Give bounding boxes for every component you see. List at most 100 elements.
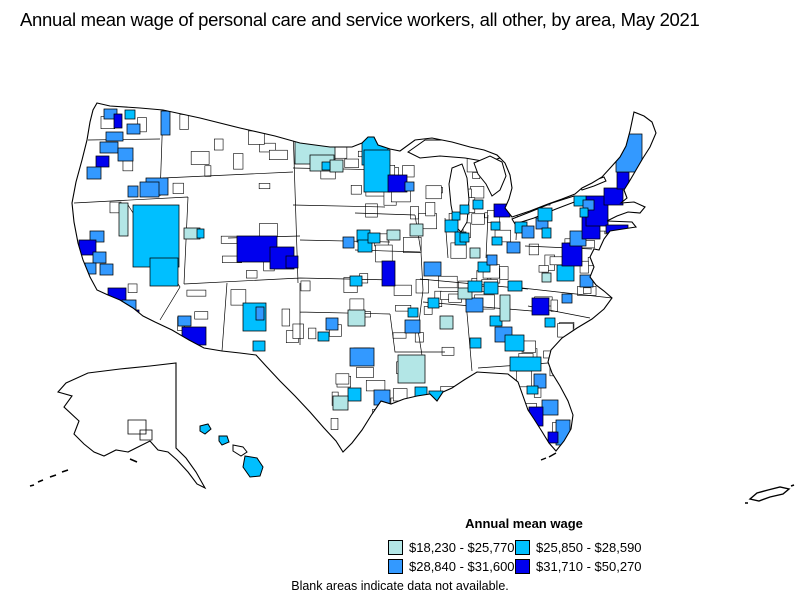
legend-swatch-3 [515, 559, 530, 574]
wage-area-patch [105, 131, 124, 142]
legend-label-1: $25,850 - $28,590 [536, 540, 642, 555]
wage-area-patch [459, 204, 470, 215]
no-data-area [535, 171, 551, 186]
no-data-area [607, 236, 619, 243]
no-data-area [356, 367, 374, 379]
map-footnote: Blank areas indicate data not available. [291, 579, 509, 593]
no-data-area [528, 243, 539, 256]
no-data-area [344, 158, 359, 168]
wage-area-patch [196, 228, 205, 239]
legend-heading: Annual mean wage [465, 516, 583, 531]
wage-area-patch [459, 232, 470, 243]
wage-area-patch [404, 319, 421, 334]
wage-area-patch [381, 260, 396, 287]
hawaii-maui [232, 444, 248, 457]
no-data-area [402, 165, 415, 178]
no-data-area [246, 270, 258, 279]
no-data-area [441, 346, 455, 356]
no-data-area [557, 323, 574, 338]
no-data-area [596, 252, 605, 259]
no-data-area [292, 323, 304, 339]
no-data-area [528, 167, 541, 184]
wage-area-patch [506, 241, 521, 254]
no-data-area [220, 235, 238, 244]
wage-area-patch [507, 280, 523, 292]
wage-area-patch [321, 161, 331, 171]
wage-area-patch [329, 159, 344, 173]
wage-area-patch [325, 317, 339, 331]
wage-area-patch [537, 207, 553, 222]
no-data-area [499, 266, 509, 280]
wage-area-patch [472, 199, 484, 210]
no-data-area [281, 308, 291, 327]
no-data-area [372, 408, 386, 426]
legend-swatch-1 [515, 540, 530, 555]
no-data-area [465, 396, 481, 403]
wage-area-patch [177, 315, 192, 327]
legend-item-1: $25,850 - $28,590 [515, 540, 642, 555]
alaska [29, 362, 207, 490]
wage-area-patch [541, 399, 559, 416]
no-data-area [455, 405, 476, 421]
no-data-area [545, 188, 563, 201]
wage-area-patch [533, 373, 547, 389]
wage-area-patch [457, 287, 473, 300]
hawaii-big-island [242, 455, 264, 478]
wage-area-patch [471, 375, 484, 386]
wage-area-patch [531, 297, 550, 316]
no-data-area [599, 268, 614, 286]
no-data-area [194, 311, 209, 320]
no-data-area [308, 327, 317, 340]
wage-area-patch [465, 297, 484, 313]
wage-area-patch [483, 281, 499, 295]
no-data-area [595, 271, 616, 281]
wage-area-patch [255, 306, 265, 321]
no-data-area [538, 265, 549, 273]
us-outline-stroke [71, 102, 657, 453]
no-data-area [532, 162, 550, 173]
wage-area-patch [386, 229, 401, 241]
legend-label-0: $18,230 - $25,770 [409, 540, 515, 555]
wage-area-patch [95, 155, 110, 168]
no-data-area [392, 332, 407, 339]
legend-swatch-2 [388, 559, 403, 574]
wage-area-patch [86, 166, 102, 180]
no-data-area [522, 200, 533, 210]
no-data-area [494, 229, 511, 243]
wage-area-patch [579, 274, 594, 288]
no-data-area [425, 202, 436, 217]
wage-area-patch [451, 211, 461, 221]
no-data-area [228, 116, 244, 123]
legend-item-3: $31,710 - $50,270 [515, 559, 642, 574]
wage-area-patch [409, 223, 424, 237]
no-data-area [268, 149, 288, 160]
wage-area-patch [541, 272, 552, 283]
no-data-area [365, 203, 378, 218]
hawaii-oahu [218, 435, 230, 446]
no-data-area [407, 422, 426, 434]
no-data-area [473, 391, 491, 401]
wage-area-patch [603, 187, 624, 206]
no-data-area [127, 283, 138, 293]
no-data-area [186, 289, 207, 297]
no-data-area [259, 142, 276, 153]
no-data-area [610, 236, 630, 247]
no-data-area [471, 213, 485, 225]
wage-area-patch [317, 331, 330, 342]
no-data-area [300, 280, 311, 292]
wage-area-patch [349, 275, 363, 287]
no-data-area [425, 185, 442, 200]
wage-area-patch [149, 257, 179, 287]
wage-area-patch [490, 221, 501, 231]
no-data-area [579, 260, 589, 274]
no-data-area [410, 206, 419, 220]
aleutian-islands [29, 458, 138, 487]
wage-area-patch [547, 431, 559, 444]
no-data-area [375, 244, 393, 263]
no-data-area [335, 373, 350, 385]
no-data-area [204, 165, 212, 177]
no-data-area [554, 180, 572, 193]
wage-area-patch [561, 242, 583, 267]
no-data-area [179, 114, 189, 130]
wage-area-patch [499, 294, 511, 322]
